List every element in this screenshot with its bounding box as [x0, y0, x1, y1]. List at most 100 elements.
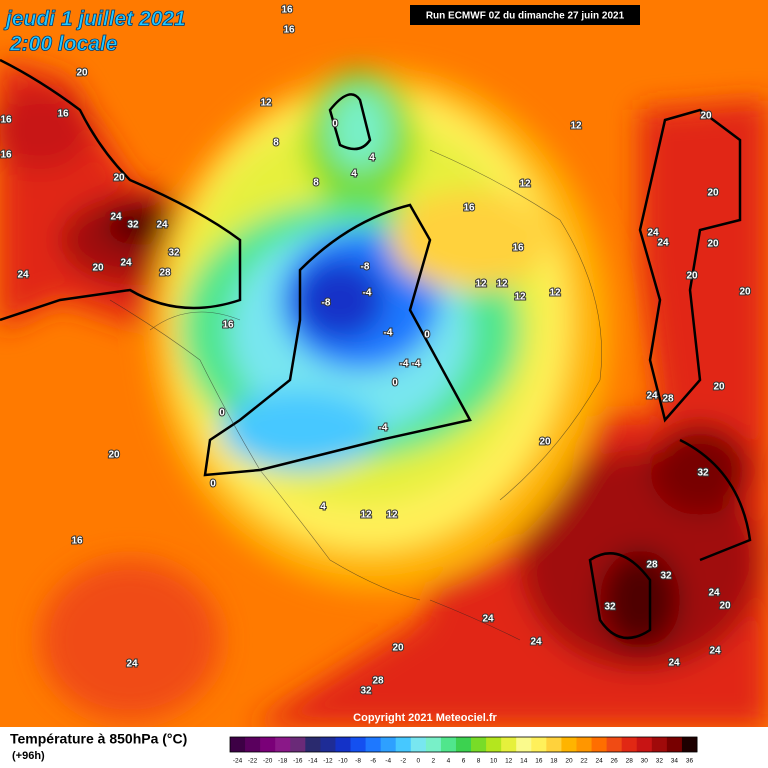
colorbar-tick-label: 36: [686, 758, 694, 765]
colorbar-swatch: [395, 737, 412, 752]
contour-label: -8: [361, 262, 370, 273]
contour-label: 20: [686, 271, 698, 282]
contour-label: 16: [512, 243, 524, 254]
contour-label: 4: [369, 153, 375, 164]
colorbar-tick-label: 18: [550, 758, 558, 765]
contour-label: 0: [219, 408, 225, 419]
colorbar-swatch: [636, 737, 653, 752]
colorbar-tick-label: 22: [580, 758, 588, 765]
colorbar-swatch: [561, 737, 577, 752]
contour-label: 0: [424, 330, 430, 341]
colorbar-tick-label: 24: [595, 758, 603, 765]
colorbar-swatch: [606, 737, 623, 752]
contour-label: 32: [168, 248, 180, 259]
contour-label: 32: [697, 468, 709, 479]
colorbar-tick-label: -6: [370, 758, 376, 765]
contour-label: 20: [539, 437, 551, 448]
contour-label: -4: [379, 423, 388, 434]
colorbar-swatch: [365, 737, 382, 752]
footer-lead: (+96h): [12, 750, 45, 762]
colorbar-swatch: [651, 737, 668, 752]
colorbar-tick-label: 16: [535, 758, 543, 765]
colorbar-tick-label: 4: [447, 758, 451, 765]
contour-label: 12: [260, 98, 272, 109]
contour-label: 24: [17, 270, 29, 281]
colorbar-swatch: [245, 737, 261, 752]
footer-title: Température à 850hPa (°C): [10, 731, 187, 747]
contour-label: 20: [707, 239, 719, 250]
forecast-time: 2:00 locale: [9, 33, 118, 56]
contour-label: 12: [519, 179, 531, 190]
colorbar-tick-label: 26: [611, 758, 619, 765]
colorbar-swatch: [531, 737, 547, 752]
colorbar-tick-label: 2: [432, 758, 436, 765]
colorbar-tick-label: 20: [565, 758, 573, 765]
contour-label: -4: [384, 328, 393, 339]
colorbar-swatch: [425, 737, 442, 752]
contour-label: 32: [360, 686, 372, 697]
contour-label: 20: [707, 188, 719, 199]
colorbar-tick-label: 8: [477, 758, 481, 765]
contour-label: 16: [283, 25, 295, 36]
colorbar-tick-label: -4: [385, 758, 391, 765]
contour-label: 12: [549, 288, 561, 299]
contour-label: 24: [647, 228, 659, 239]
colorbar-swatch: [471, 737, 487, 752]
contour-label: 16: [57, 109, 69, 120]
coastlines: [109, 149, 602, 641]
colorbar-tick-label: 32: [656, 758, 664, 765]
colorbar-swatch: [576, 737, 593, 752]
colorbar-swatch: [621, 737, 638, 752]
contour-label: 32: [604, 602, 616, 613]
colorbar-swatch: [440, 737, 457, 752]
contour-label: -8: [322, 298, 331, 309]
contour-label: 20: [76, 68, 88, 79]
colorbar-tick-label: -10: [338, 758, 348, 765]
contour-label: 20: [392, 643, 404, 654]
colorbar-tick-label: -22: [248, 758, 258, 765]
contour-label: 0: [332, 119, 338, 130]
colorbar-tick-label: -8: [355, 758, 361, 765]
contour-label: 24: [709, 646, 721, 657]
colorbar-tick-label: -18: [278, 758, 288, 765]
contour-label: 32: [660, 571, 672, 582]
contour-label: 20: [108, 450, 120, 461]
colorbar-swatch: [501, 737, 517, 752]
contour-label: 28: [662, 394, 674, 405]
contour-label: 20: [92, 263, 104, 274]
colorbar-swatch: [230, 737, 246, 752]
copyright: Copyright 2021 Meteociel.fr: [353, 712, 497, 724]
colorbar-swatch: [486, 737, 502, 752]
contour-label: 24: [657, 238, 669, 249]
contour-label: -4: [412, 359, 421, 370]
contour-label: 4: [351, 169, 357, 180]
contour-label: -4: [363, 288, 372, 299]
colorbar-tick-label: -2: [400, 758, 406, 765]
contour-label: 20: [739, 287, 751, 298]
contours: [0, 58, 752, 640]
contour-label: 0: [210, 479, 216, 490]
colorbar-tick-label: 28: [626, 758, 634, 765]
contour-label: 12: [514, 292, 526, 303]
colorbar-swatch: [546, 737, 562, 752]
colorbar-tick-label: 34: [671, 758, 679, 765]
contour-label: 0: [392, 378, 398, 389]
contour-label: 16: [222, 320, 234, 331]
contour-label: 24: [482, 614, 494, 625]
contour-label: 24: [708, 588, 720, 599]
contour-label: -4: [400, 359, 409, 370]
colorbar-tick-label: -14: [308, 758, 318, 765]
colorbar-swatch: [320, 737, 336, 752]
contour-label: 20: [719, 601, 731, 612]
temperature-field: [0, 60, 768, 727]
contour-label: 24: [156, 220, 168, 231]
colorbar-tick-label: 14: [520, 758, 528, 765]
contour-label: 24: [530, 637, 542, 648]
contour-label: 4: [320, 502, 326, 513]
contour-label: 24: [120, 258, 132, 269]
run-box: [410, 5, 640, 25]
colorbar-tick-label: -24: [233, 758, 243, 765]
contour-label: 24: [668, 658, 680, 669]
contour-label: 20: [713, 382, 725, 393]
